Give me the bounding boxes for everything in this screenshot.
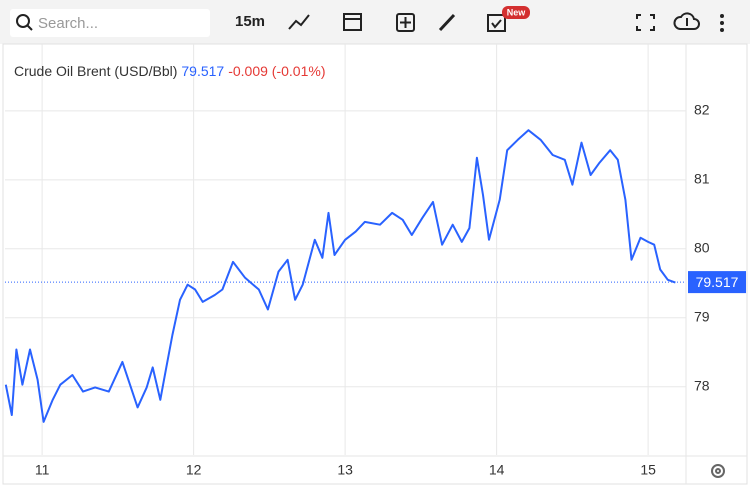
search-box[interactable] [10,9,210,37]
draw-icon[interactable] [438,13,456,32]
more-icon[interactable] [720,14,724,32]
instrument-name: Crude Oil Brent (USD/Bbl) [14,63,178,79]
chart-border [2,43,748,485]
download-icon[interactable] [673,12,700,30]
last-price-tag-text: 79.517 [696,274,739,290]
events-icon[interactable] [487,14,506,32]
y-tick-label: 80 [694,239,710,255]
legend: Crude Oil Brent (USD/Bbl) 79.517 -0.009 (-… [14,63,330,79]
new-badge [502,6,530,19]
x-tick-label: 13 [337,462,353,478]
y-tick-label: 81 [694,171,710,187]
y-tick-label: 78 [694,377,710,393]
x-tick-label: 11 [35,462,50,478]
calendar-icon[interactable] [343,13,362,31]
add-icon[interactable] [396,13,415,32]
interval-button[interactable]: 15m [235,13,265,30]
chart-type-icon[interactable] [288,14,310,30]
x-tick-label: 15 [640,462,656,478]
y-tick-label: 79 [694,308,710,324]
search-icon [16,14,30,28]
new-badge-text: New [507,7,527,17]
settings-icon[interactable] [711,464,725,478]
last-price: 79.517 [181,63,225,79]
fullscreen-icon[interactable] [636,14,655,31]
search-placeholder[interactable]: Search... [38,15,98,32]
search-icon [26,24,33,31]
x-tick-label: 12 [186,462,202,478]
price-change: -0.009 (-0.01%) [228,63,326,79]
y-tick-label: 82 [694,102,710,118]
price-line [4,129,676,423]
last-price-tag [688,271,746,294]
x-tick-label: 14 [489,462,505,478]
